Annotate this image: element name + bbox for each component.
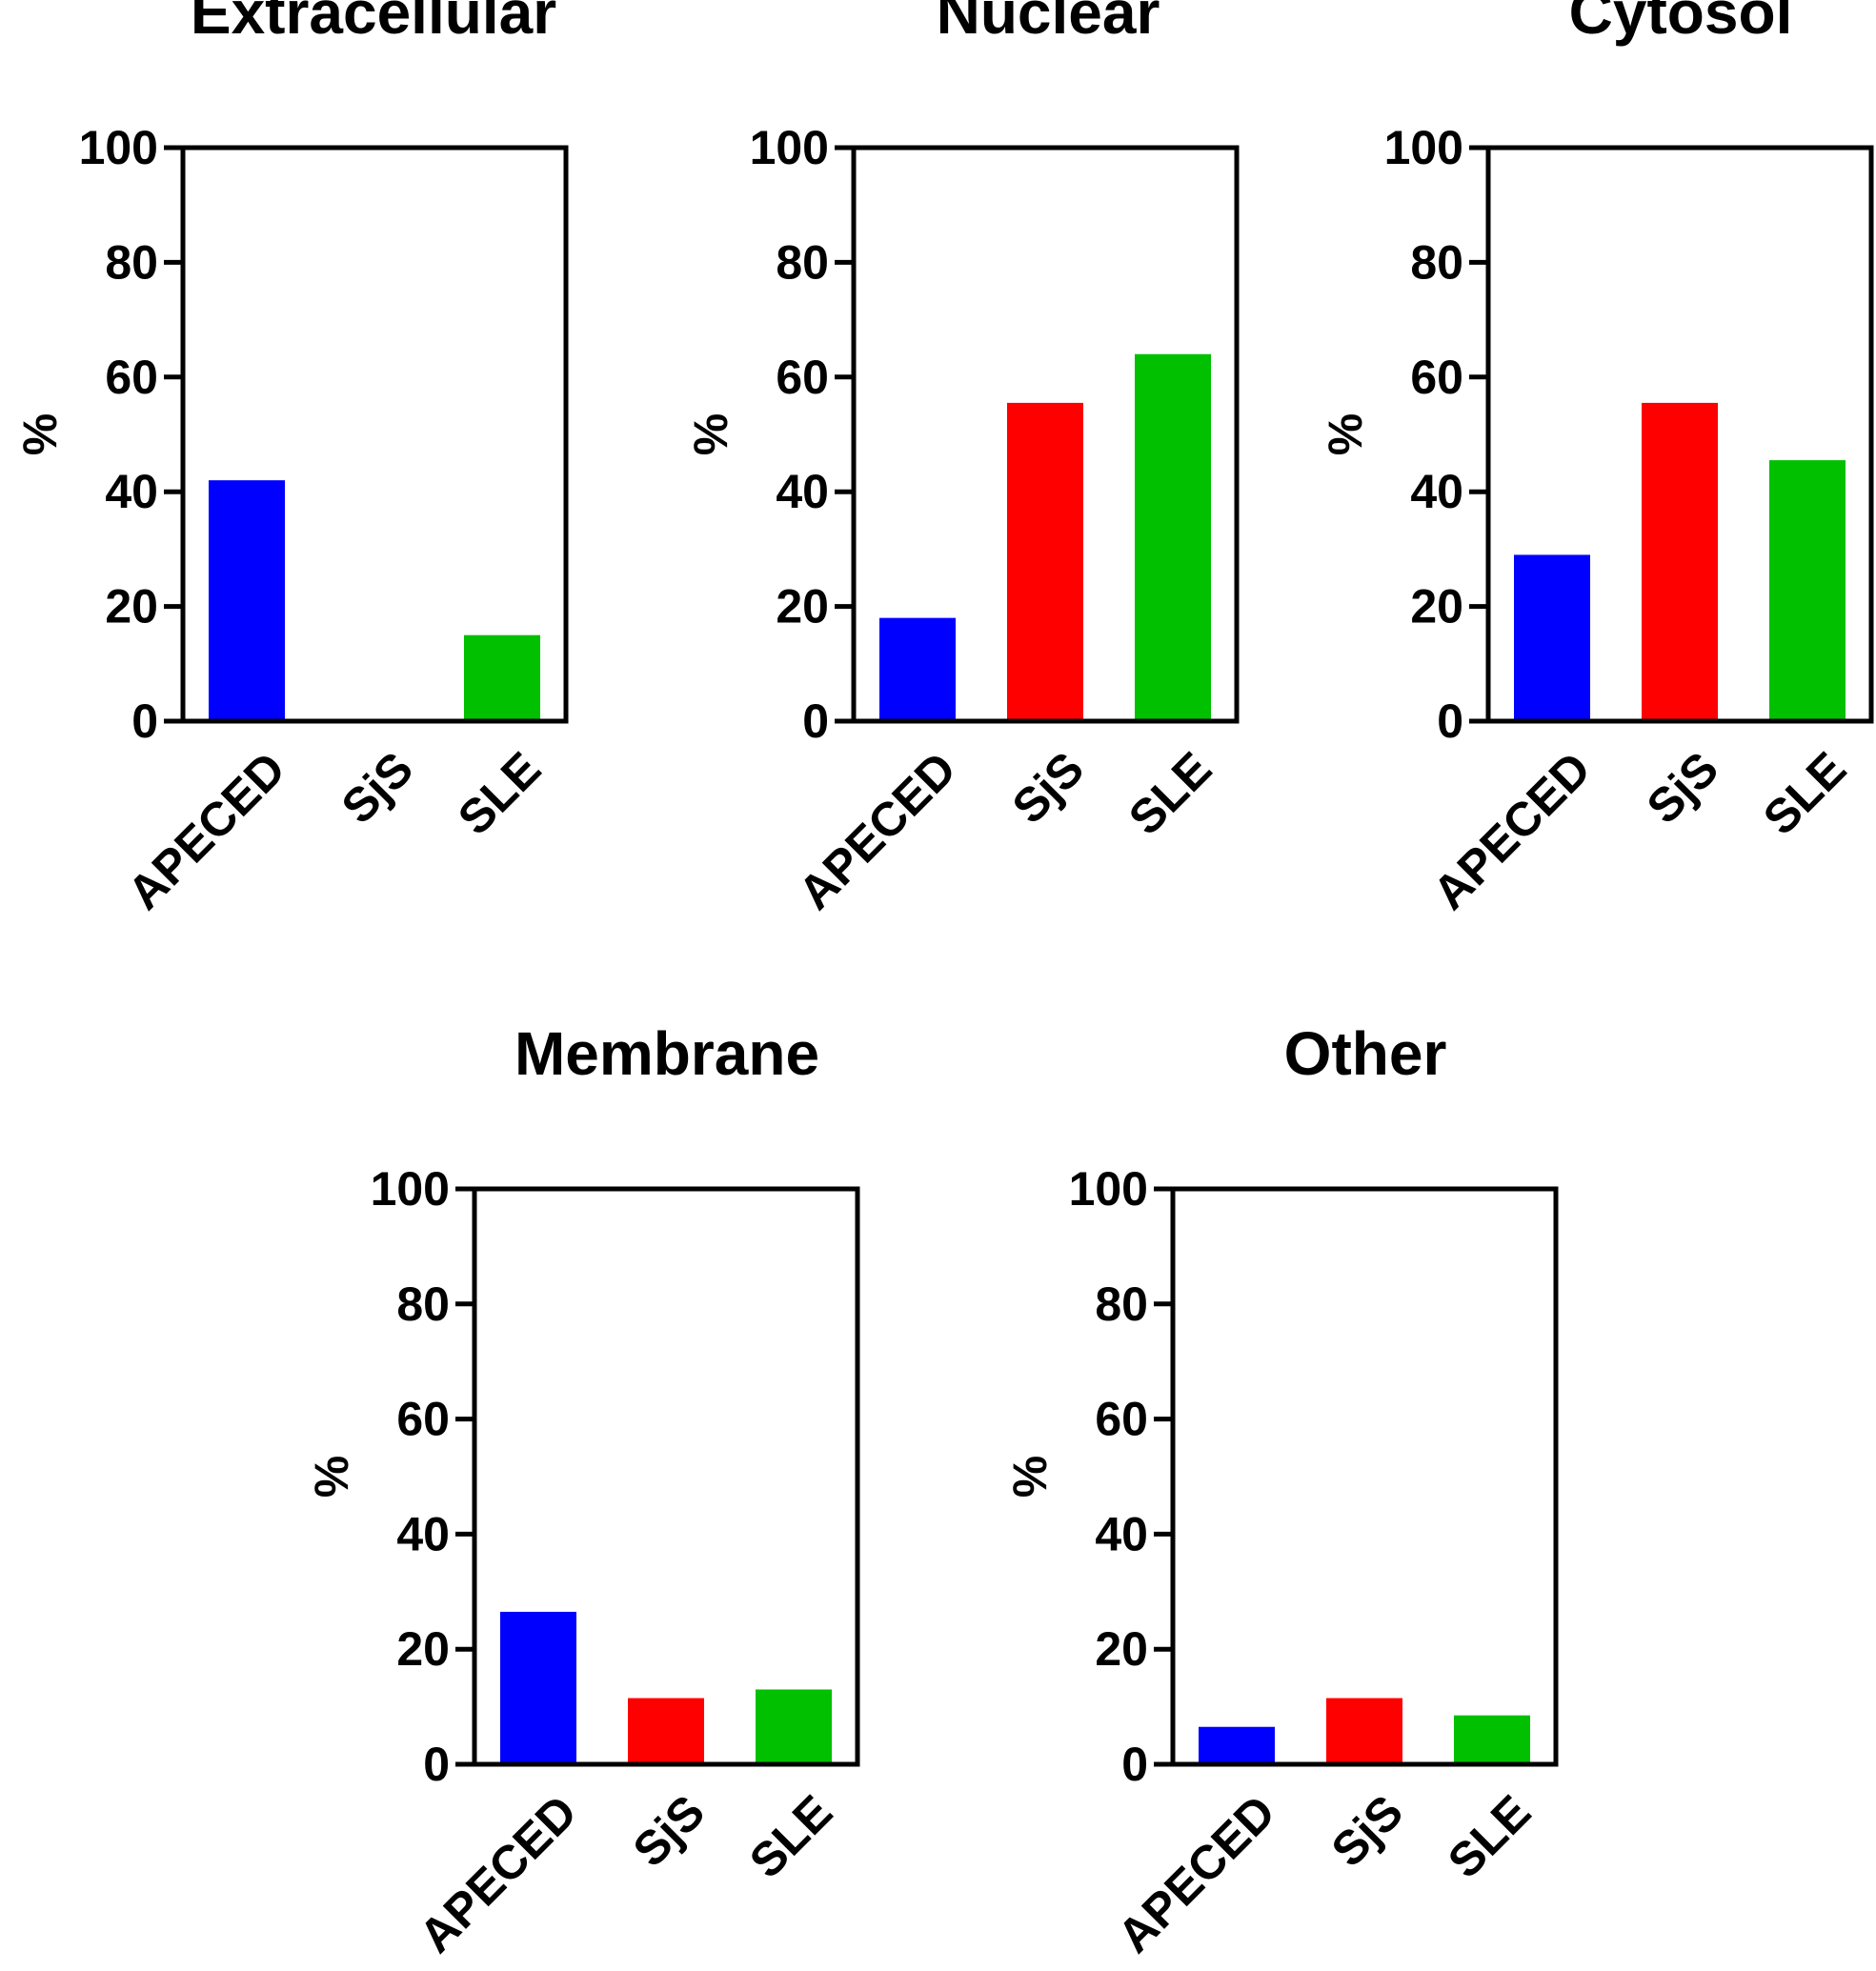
y-tick-label: 40 [1410, 465, 1463, 518]
x-tick-label: SLE [1119, 742, 1221, 845]
x-tick-label: SjS [1002, 742, 1095, 835]
panel-other: Other% APECED SjS SLE 0 20 40 60 80 100 [1003, 1019, 1559, 1963]
bar-apeced [1514, 554, 1590, 721]
panel-membrane: Membrane% APECED SjS SLE 0 20 40 60 80 100 [305, 1019, 860, 1963]
bar-apeced [500, 1611, 576, 1764]
panel-cytosol: Cytosol% APECED SjS SLE 0 20 40 60 80 100 [1319, 0, 1874, 920]
x-tick-label: APECED [1107, 1785, 1285, 1963]
y-tick-label: 100 [79, 121, 158, 174]
y-axis-label: % [305, 1456, 358, 1498]
y-tick-label: 80 [1410, 235, 1463, 289]
y-tick-label: 60 [1095, 1393, 1148, 1446]
panel-extracellular: Extracellular% APECED SjS SLE 0 20 40 60 80 100 [13, 0, 569, 920]
x-tick-label: SLE [1438, 1785, 1541, 1888]
y-tick-label: 80 [396, 1277, 450, 1331]
x-tick-label: APECED [1422, 742, 1601, 920]
y-tick-label: 20 [776, 580, 829, 634]
x-tick-label: SjS [332, 742, 424, 835]
y-tick-label: 40 [105, 465, 158, 518]
plot-frame [851, 145, 1240, 724]
panel-title: Nuclear [937, 0, 1160, 47]
y-tick-label: 100 [1069, 1162, 1148, 1216]
x-tick-label: APECED [788, 742, 966, 920]
bar-sjs [1007, 402, 1083, 721]
bar-apeced [879, 617, 956, 721]
panel-title: Extracellular [191, 0, 556, 47]
y-tick-label: 100 [371, 1162, 450, 1216]
y-tick-label: 80 [1095, 1277, 1148, 1331]
y-tick-label: 80 [776, 235, 829, 289]
y-tick-label: 100 [1384, 121, 1463, 174]
panel-title: Cytosol [1569, 0, 1793, 47]
y-tick-label: 0 [1437, 694, 1463, 748]
panel-nuclear: Nuclear% APECED SjS SLE 0 20 40 60 80 100 [684, 0, 1240, 920]
plot-frame [472, 1186, 860, 1767]
y-tick-label: 20 [105, 580, 158, 634]
plot-frame [180, 145, 569, 724]
bar-sle [464, 634, 540, 721]
y-tick-label: 40 [396, 1507, 450, 1560]
y-tick-label: 40 [1095, 1507, 1148, 1560]
y-tick-label: 60 [1410, 351, 1463, 404]
x-tick-label: APECED [117, 742, 295, 920]
x-tick-label: SjS [1321, 1785, 1414, 1878]
x-tick-label: SLE [1753, 742, 1856, 845]
y-axis-label: % [1319, 413, 1372, 455]
bar-sjs [1642, 402, 1718, 721]
bar-sle [756, 1689, 832, 1764]
y-tick-label: 60 [105, 351, 158, 404]
plot-frame [1170, 1186, 1559, 1767]
y-tick-label: 60 [396, 1393, 450, 1446]
bar-apeced [209, 480, 285, 721]
y-axis-label: % [684, 413, 737, 455]
y-axis-label: % [1003, 1456, 1057, 1498]
bar-sjs [1326, 1698, 1402, 1764]
y-tick-label: 20 [1410, 580, 1463, 634]
x-tick-label: APECED [409, 1785, 587, 1963]
y-tick-label: 0 [423, 1738, 450, 1791]
panel-title: Membrane [514, 1019, 819, 1088]
y-tick-label: 20 [396, 1622, 450, 1676]
bar-apeced [1199, 1726, 1275, 1764]
y-tick-label: 0 [131, 694, 158, 748]
y-tick-label: 0 [1121, 1738, 1148, 1791]
bar-sle [1454, 1715, 1530, 1764]
y-axis-label: % [13, 413, 67, 455]
y-tick-label: 40 [776, 465, 829, 518]
bar-sle [1769, 460, 1846, 721]
y-tick-label: 20 [1095, 1622, 1148, 1676]
y-tick-label: 60 [776, 351, 829, 404]
x-tick-label: SLE [448, 742, 551, 845]
bar-sjs [628, 1698, 704, 1764]
panel-title: Other [1284, 1019, 1447, 1088]
y-tick-label: 80 [105, 235, 158, 289]
bar-sle [1135, 353, 1211, 721]
y-tick-label: 0 [802, 694, 829, 748]
x-tick-label: SjS [623, 1785, 716, 1878]
x-tick-label: SjS [1637, 742, 1729, 835]
x-tick-label: SLE [739, 1785, 842, 1888]
y-tick-label: 100 [750, 121, 829, 174]
plot-frame [1485, 145, 1874, 724]
